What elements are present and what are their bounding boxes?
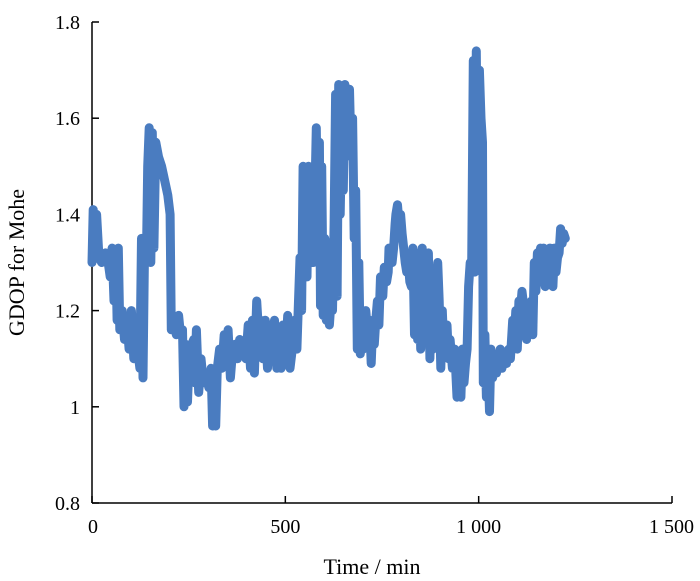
series-layer bbox=[87, 46, 570, 431]
x-axis-label: Time / min bbox=[324, 554, 421, 579]
y-tick-label: 0.8 bbox=[55, 493, 80, 515]
axes bbox=[91, 22, 672, 504]
y-tick-label: 1.4 bbox=[55, 204, 80, 226]
x-tick-label: 0 bbox=[88, 516, 98, 538]
x-ticks: 0 500 1 000 1 500 bbox=[88, 496, 694, 538]
y-tick-label: 1 bbox=[70, 397, 80, 419]
x-tick-label: 1 500 bbox=[649, 516, 694, 538]
y-tick-label: 1.8 bbox=[55, 12, 80, 34]
y-axis-label: GDOP for Mohe bbox=[4, 189, 29, 336]
y-tick-label: 1.2 bbox=[55, 301, 80, 323]
x-tick-label: 500 bbox=[270, 516, 300, 538]
x-tick-label: 1 000 bbox=[456, 516, 501, 538]
y-tick-label: 1.6 bbox=[55, 108, 80, 130]
gdop-series-line bbox=[87, 46, 570, 431]
y-ticks: 0.8 1 1.2 1.4 1.6 1.8 bbox=[55, 12, 99, 515]
